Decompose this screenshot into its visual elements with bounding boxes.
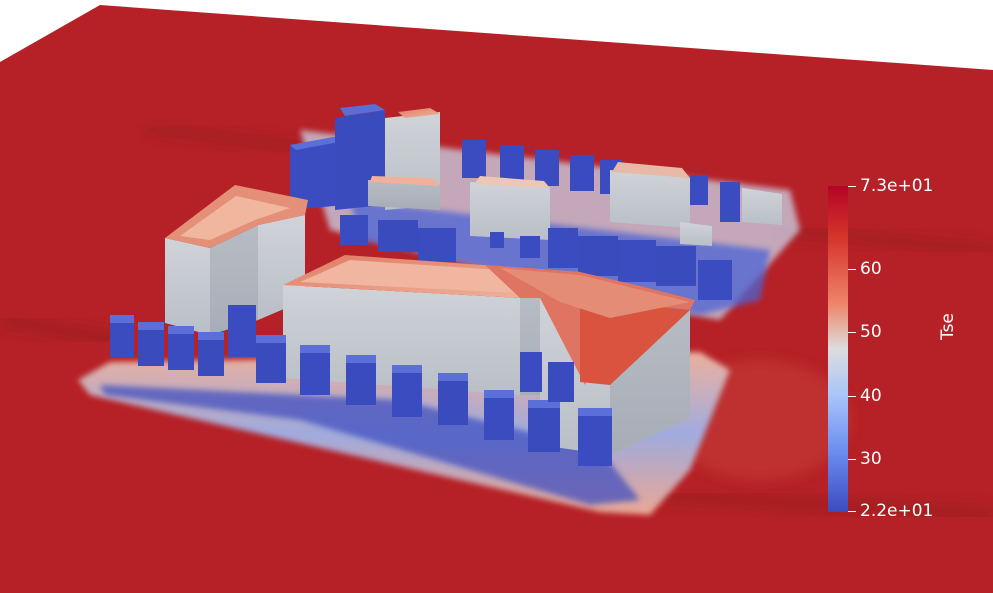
colorbar-tick [848, 459, 856, 460]
colorbar-tick-label: 30 [860, 449, 882, 469]
building-row-front [110, 305, 612, 466]
colorbar-gradient [828, 186, 848, 512]
colorbar-tick-label: 50 [860, 322, 882, 342]
colorbar-tick [848, 511, 856, 512]
colorbar-min-label: 2.2e+01 [860, 501, 934, 521]
colorbar-tick-label: 40 [860, 386, 882, 406]
colorbar-max-label: 7.3e+01 [860, 176, 934, 196]
building-cluster-middle [340, 215, 732, 300]
ground-streak [779, 224, 993, 256]
ground-streak [0, 313, 122, 347]
building-cluster-rear-right [368, 140, 782, 240]
colorbar-tick [848, 332, 856, 333]
ground-streak [659, 487, 993, 523]
colorbar-tick [848, 186, 856, 187]
colorbar-tick [848, 396, 856, 397]
building-central-slab [283, 255, 580, 395]
building-right-L [485, 265, 695, 455]
colorbar-title: Tse [938, 313, 958, 340]
colorbar-tick [848, 269, 856, 270]
colorbar-tick-label: 60 [860, 259, 882, 279]
building-tall-left [165, 185, 308, 335]
ground-shadow-south [100, 385, 640, 505]
